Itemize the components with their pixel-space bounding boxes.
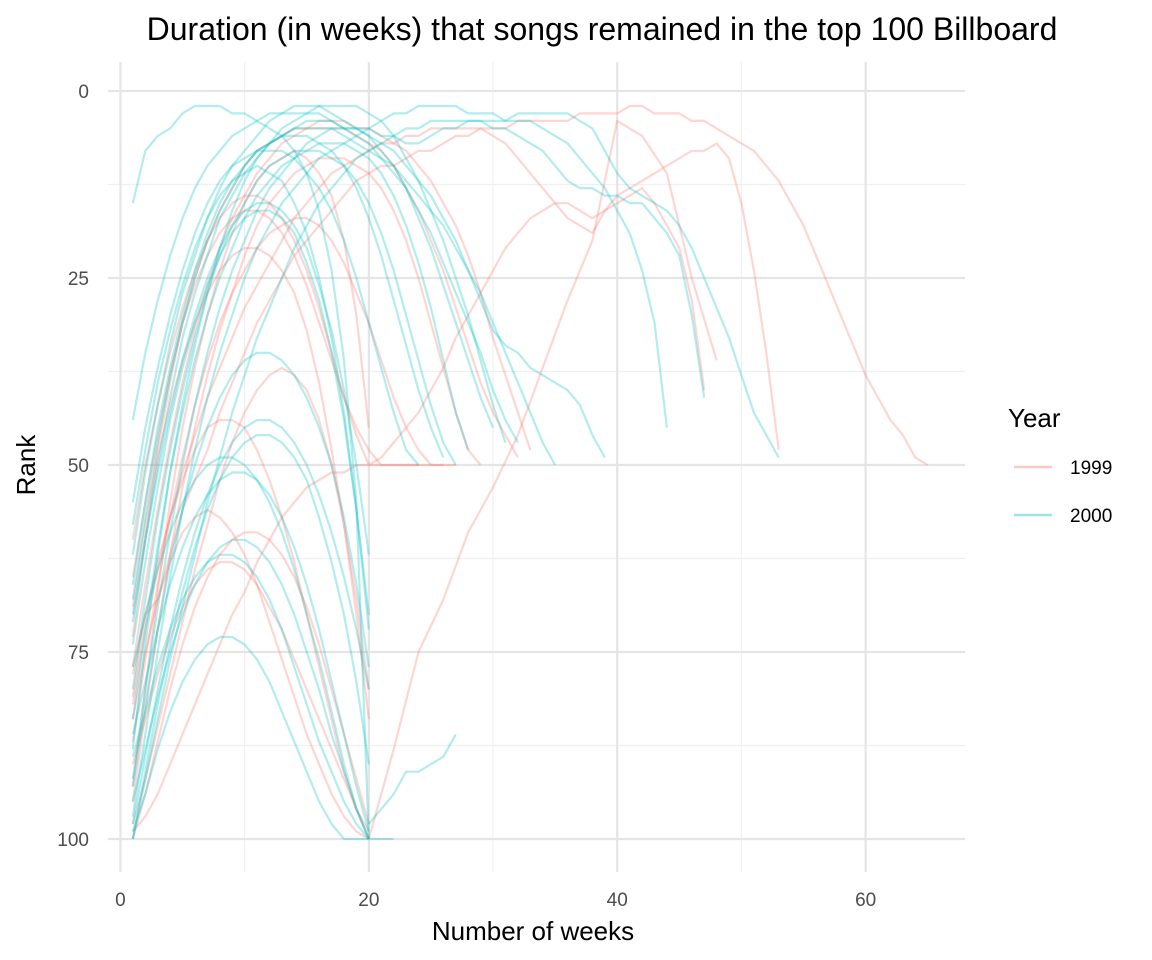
y-tick-label: 50 xyxy=(68,456,89,477)
song-line-1999 xyxy=(131,104,929,698)
song-line-2000 xyxy=(131,538,370,840)
legend-label-1999: 1999 xyxy=(1070,458,1112,479)
song-line-2000 xyxy=(131,553,370,840)
song-line-2000 xyxy=(131,127,557,600)
legend: Year 1999 2000 xyxy=(1008,403,1112,527)
chart-title: Duration (in weeks) that songs remained … xyxy=(147,11,1058,47)
tick-labels: 0 20 40 60 0 25 50 75 100 xyxy=(57,82,876,911)
song-line-1999 xyxy=(131,531,370,840)
song-line-1999 xyxy=(131,209,444,578)
song-line-2000 xyxy=(131,456,370,840)
x-tick-label: 20 xyxy=(358,890,379,911)
y-tick-label: 0 xyxy=(78,82,89,103)
song-line-2000 xyxy=(131,351,370,787)
song-line-1999 xyxy=(131,419,370,840)
x-tick-label: 0 xyxy=(115,890,126,911)
song-line-1999 xyxy=(131,508,370,840)
song-line-2000 xyxy=(131,142,470,720)
song-line-2000 xyxy=(131,112,519,444)
y-tick-label: 25 xyxy=(68,269,89,290)
song-line-2000 xyxy=(131,149,420,503)
y-tick-label: 100 xyxy=(57,830,89,851)
song-line-2000 xyxy=(131,149,457,690)
song-line-2000 xyxy=(131,119,606,623)
x-axis-label: Number of weeks xyxy=(432,916,634,946)
song-line-1999 xyxy=(131,149,370,787)
song-line-2000 xyxy=(131,209,370,645)
song-line-2000 xyxy=(131,202,370,615)
song-line-2000 xyxy=(131,104,495,555)
grid xyxy=(108,62,965,872)
y-tick-label: 75 xyxy=(68,643,89,664)
legend-label-2000: 2000 xyxy=(1070,506,1112,527)
song-line-1999 xyxy=(131,194,419,540)
song-line-2000 xyxy=(131,104,668,817)
legend-title: Year xyxy=(1008,403,1061,433)
song-line-2000 xyxy=(131,164,370,630)
song-line-2000 xyxy=(131,471,370,832)
legend-items: 1999 2000 xyxy=(1014,458,1112,527)
song-line-2000 xyxy=(131,119,706,780)
song-line-1999 xyxy=(131,127,780,675)
song-line-1999 xyxy=(131,119,532,638)
song-line-2000 xyxy=(131,104,370,840)
song-line-1999 xyxy=(131,127,519,668)
song-line-1999 xyxy=(131,366,370,825)
song-line-1999 xyxy=(131,157,482,802)
song-line-1999 xyxy=(131,187,706,833)
song-line-2000 xyxy=(131,635,394,841)
song-line-2000 xyxy=(131,134,445,585)
song-line-1999 xyxy=(131,561,370,833)
song-line-1999 xyxy=(131,217,456,742)
x-tick-label: 40 xyxy=(607,890,628,911)
song-line-2000 xyxy=(131,419,370,825)
song-line-1999 xyxy=(131,247,370,720)
song-line-2000 xyxy=(131,104,507,750)
x-tick-label: 60 xyxy=(855,890,876,911)
song-line-1999 xyxy=(367,119,718,840)
song-line-2000 xyxy=(131,434,370,840)
series-lines xyxy=(131,104,929,841)
y-axis-label: Rank xyxy=(11,434,41,496)
song-line-2000 xyxy=(131,112,780,840)
song-line-2000 xyxy=(367,733,457,825)
